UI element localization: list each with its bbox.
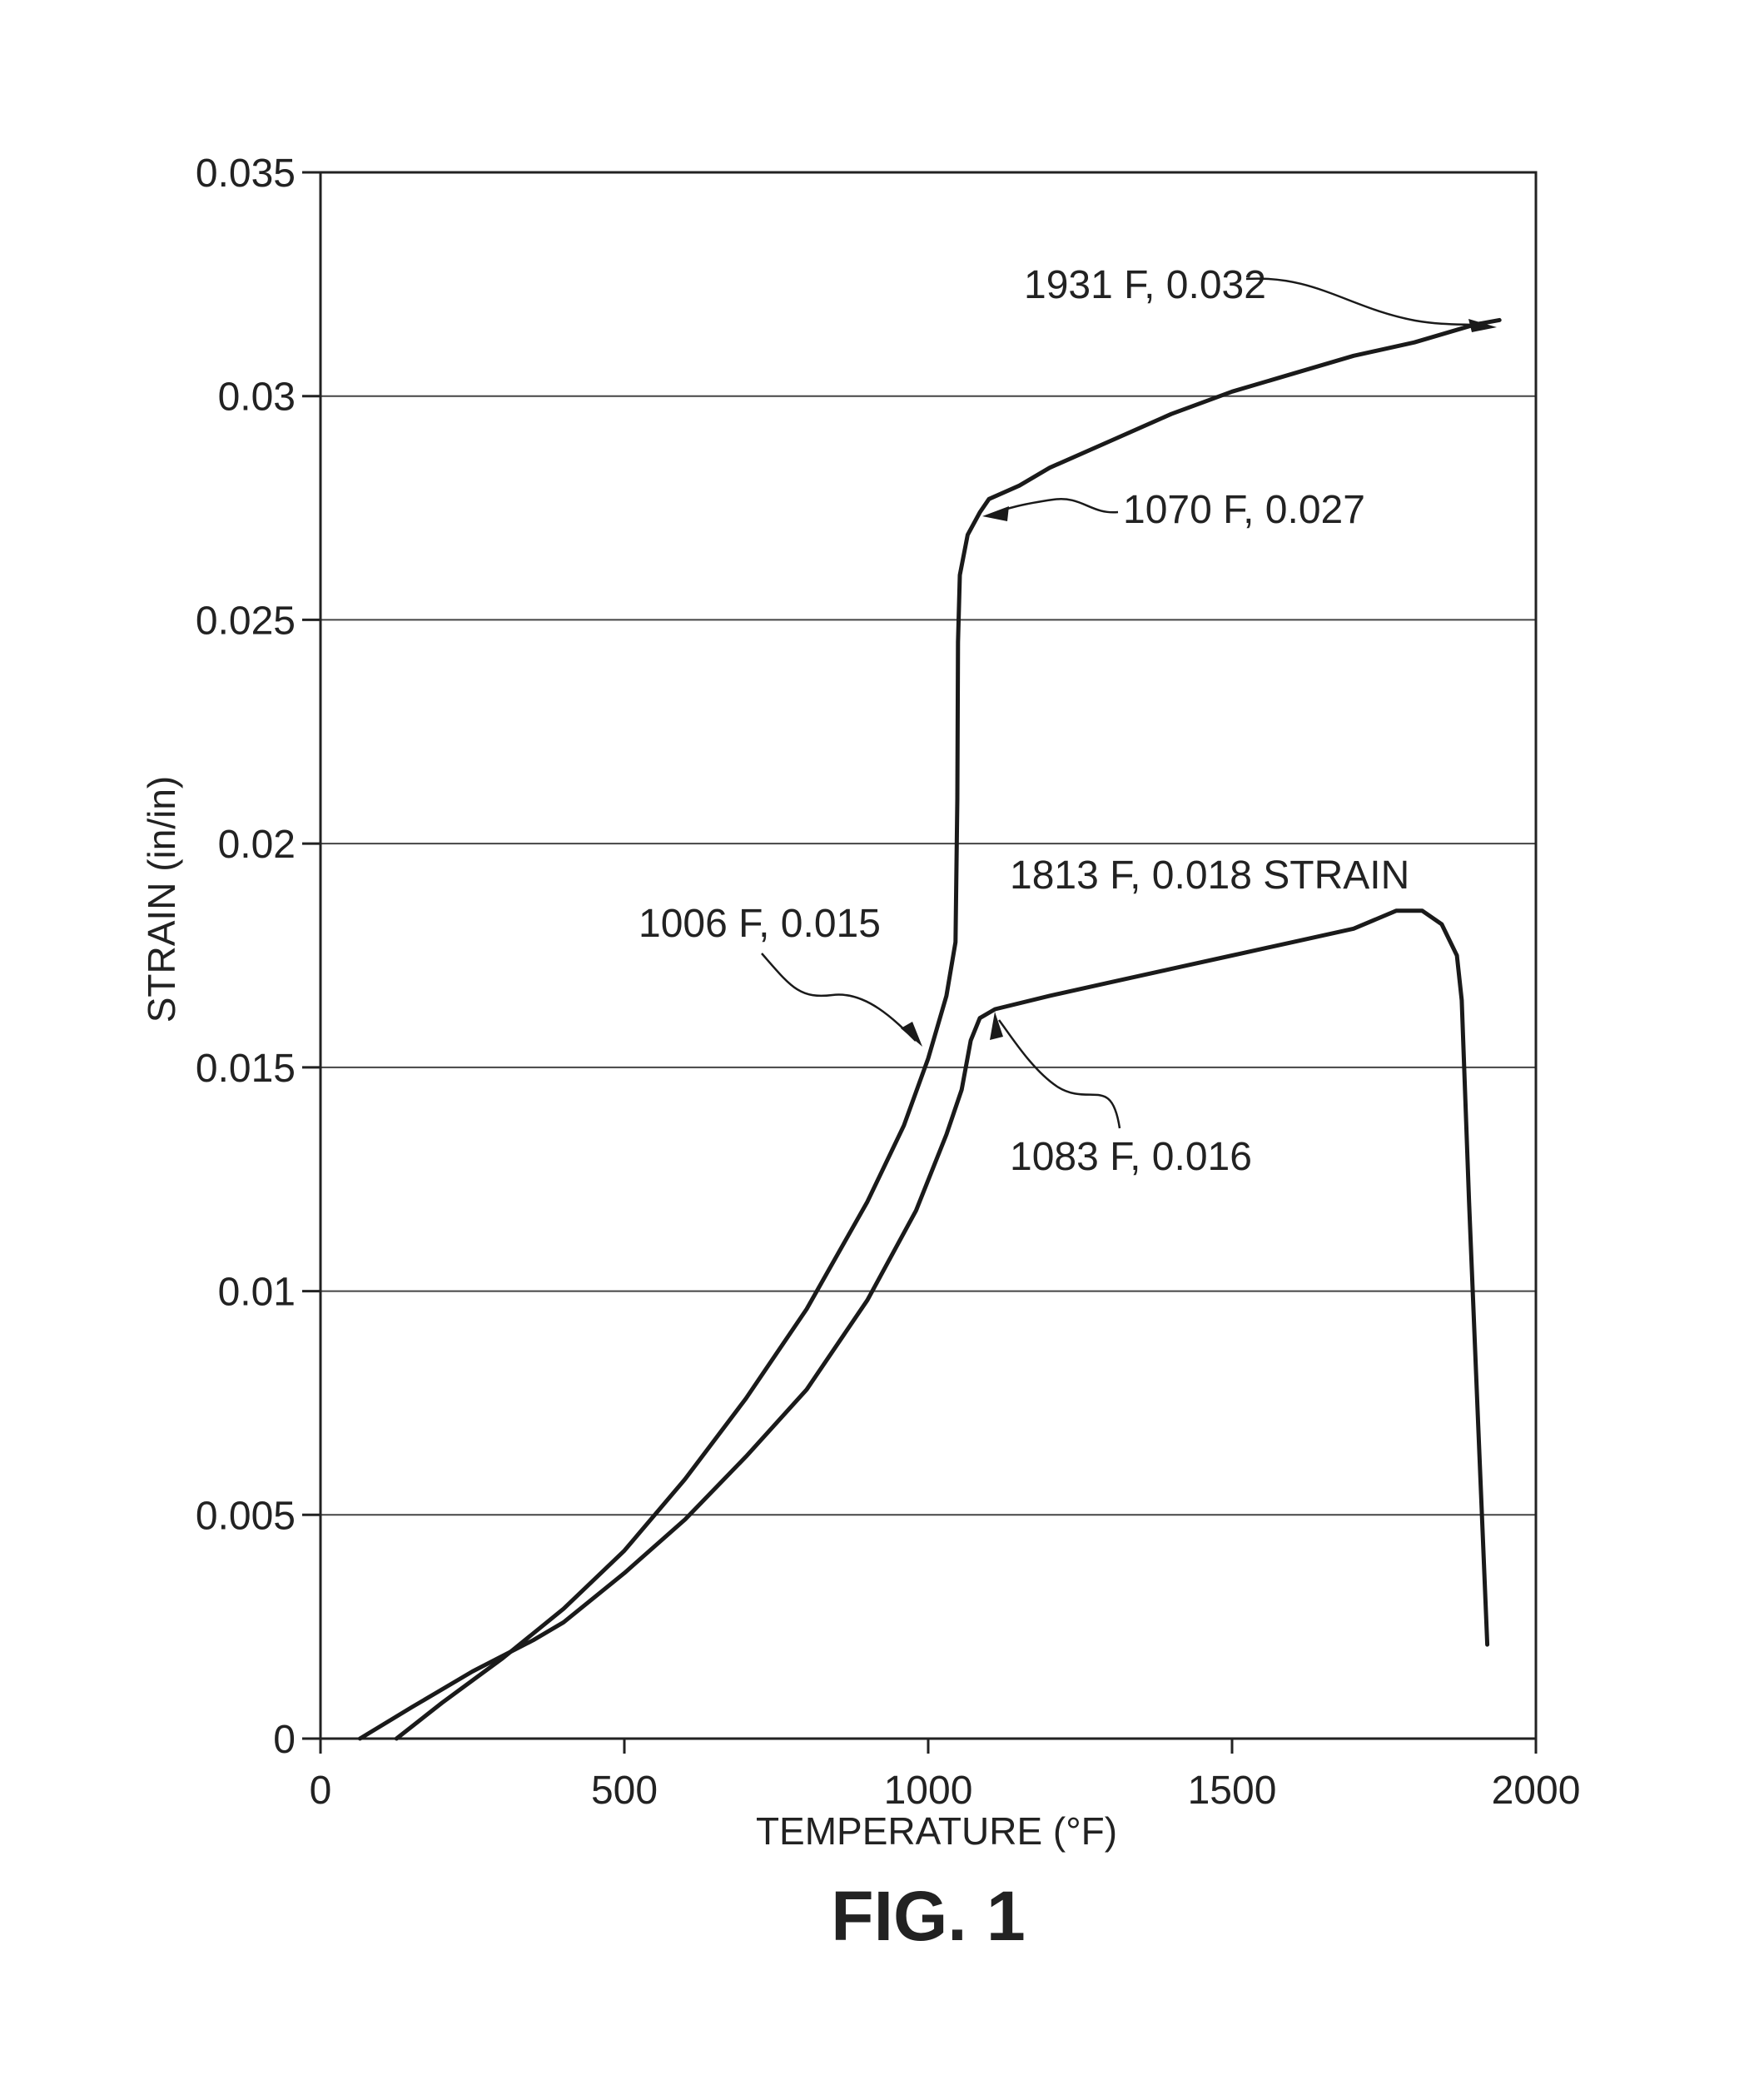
annotation-label: 1931 F, 0.032 <box>1024 263 1266 307</box>
series-line-1 <box>396 320 1499 1739</box>
annotation-arrowhead <box>982 506 1009 521</box>
annotation-leader <box>1246 279 1490 326</box>
annotation-label: 1813 F, 0.018 STRAIN <box>1010 853 1409 898</box>
figure-label: FIG. 1 <box>831 1877 1025 1955</box>
x-tick-label: 1500 <box>1188 1769 1277 1813</box>
annotation-label: 1070 F, 0.027 <box>1123 488 1365 532</box>
annotation-label: 1006 F, 0.015 <box>639 902 881 946</box>
plot-frame <box>321 172 1536 1739</box>
series-line-2 <box>360 911 1487 1739</box>
y-axis-label: STRAIN (in/in) <box>140 776 183 1023</box>
series-layer <box>360 320 1499 1739</box>
grid <box>321 396 1536 1515</box>
x-tick-label: 500 <box>591 1769 658 1813</box>
x-tick-label: 1000 <box>884 1769 973 1813</box>
y-tick-label: 0.015 <box>196 1047 296 1091</box>
annotation-arrowhead <box>990 1012 1003 1040</box>
y-tick-label: 0.01 <box>218 1271 296 1315</box>
x-axis-label: TEMPERATURE (°F) <box>756 1809 1117 1853</box>
x-tick-label: 2000 <box>1492 1769 1581 1813</box>
y-tick-label: 0.005 <box>196 1494 296 1538</box>
y-tick-label: 0 <box>273 1718 296 1762</box>
annotation-leader <box>762 953 916 1041</box>
y-tick-label: 0.025 <box>196 599 296 643</box>
annotation-leader <box>999 1020 1120 1128</box>
annotation-leader <box>991 499 1118 515</box>
y-tick-label: 0.035 <box>196 152 296 196</box>
annotation-label: 1083 F, 0.016 <box>1010 1135 1252 1179</box>
annotation-arrowhead <box>901 1022 922 1047</box>
annotations: 1931 F, 0.032 1070 F, 0.027 1813 F, 0.018 … <box>639 263 1497 1179</box>
axis-ticks: 0 0.005 0.01 0.015 0.02 0.025 0.03 0.035 0 500 100… <box>196 152 1581 1813</box>
x-tick-label: 0 <box>310 1769 332 1813</box>
y-tick-label: 0.03 <box>218 376 296 420</box>
y-tick-label: 0.02 <box>218 823 296 867</box>
